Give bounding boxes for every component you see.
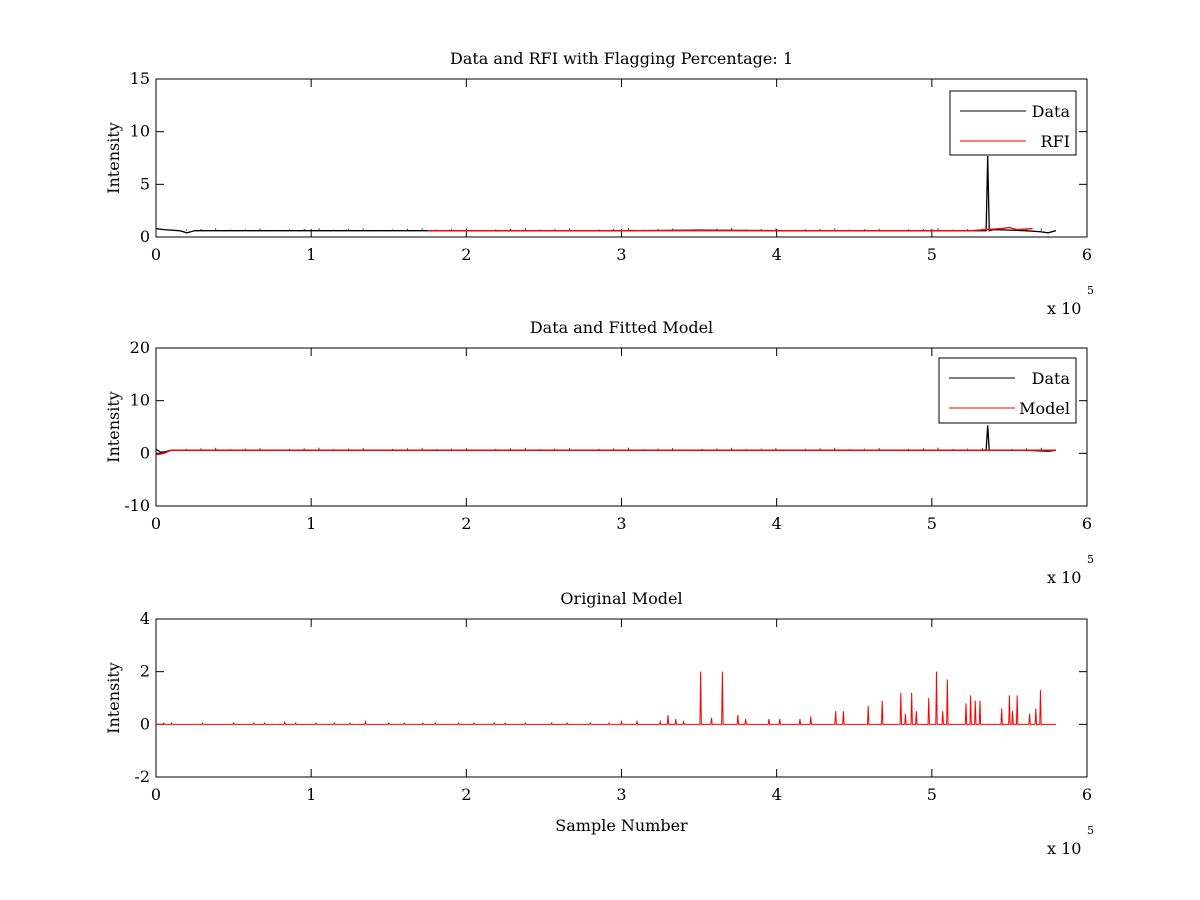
chart-title: Original Model: [560, 589, 682, 608]
legend: Data RFI: [949, 90, 1077, 156]
chart-title: Data and RFI with Flagging Percentage: 1: [450, 49, 793, 68]
legend-box: [938, 357, 1077, 424]
x-tick-label: 4: [772, 785, 782, 804]
x-multiplier-label: x 10: [1047, 839, 1081, 858]
x-tick-label: 0: [151, 785, 161, 804]
y-tick-label: 0: [140, 443, 150, 462]
y-tick-label: 0: [140, 227, 150, 246]
legend-entry: Model: [1019, 399, 1070, 418]
x-tick-label: 4: [772, 514, 782, 533]
y-tick-label: 4: [140, 609, 150, 628]
x-tick-label: 5: [927, 785, 937, 804]
y-axis-label: Intensity: [104, 391, 123, 463]
x-tick-label: 3: [616, 245, 626, 264]
y-tick-label: 5: [140, 174, 150, 193]
y-axis-label: Intensity: [104, 662, 123, 734]
x-tick-label: 2: [461, 245, 471, 264]
legend-box: [949, 90, 1077, 156]
x-tick-label: 0: [151, 245, 161, 264]
y-tick-label: 10: [130, 122, 150, 141]
x-tick-label: 5: [927, 245, 937, 264]
x-tick-label: 4: [772, 245, 782, 264]
x-tick-label: 1: [306, 785, 316, 804]
x-tick-label: 3: [616, 514, 626, 533]
x-tick-label: 3: [616, 785, 626, 804]
y-tick-label: 10: [130, 391, 150, 410]
x-multiplier-label: x 10: [1047, 568, 1081, 587]
y-tick-label: 20: [130, 338, 150, 357]
plot-area: [155, 347, 1088, 507]
series-line-model: [155, 449, 1056, 456]
y-tick-label: -10: [124, 496, 150, 515]
legend-entry: Data: [1032, 369, 1071, 388]
legend-entry: RFI: [1041, 132, 1070, 151]
chart-title: Data and Fitted Model: [530, 318, 713, 337]
x-tick-label: 6: [1082, 785, 1092, 804]
x-multiplier-label: x 10: [1047, 299, 1081, 318]
legend-entry: Data: [1032, 102, 1071, 121]
x-tick-label: 2: [461, 514, 471, 533]
y-tick-label: 2: [140, 662, 150, 681]
x-tick-label: 2: [461, 785, 471, 804]
x-tick-label: 0: [151, 514, 161, 533]
x-tick-label: 1: [306, 514, 316, 533]
x-tick-label: 5: [927, 514, 937, 533]
series-line-rfi: [427, 226, 1033, 232]
y-tick-label: -2: [134, 767, 150, 786]
x-axis-label: Sample Number: [555, 816, 688, 835]
x-tick-label: 6: [1082, 514, 1092, 533]
subplot-1: 0 1 2 3 4 5 6 0 5 10 15 x 10 5 Data and RFI with Flag…: [104, 49, 1094, 318]
x-multiplier-exponent: 5: [1087, 284, 1094, 297]
y-axis-label: Intensity: [104, 122, 123, 194]
x-tick-label: 6: [1082, 245, 1092, 264]
y-tick-label: 0: [140, 714, 150, 733]
series-line-model: [156, 671, 1056, 725]
legend: Data Model: [938, 357, 1077, 424]
plot-area: [155, 618, 1088, 778]
x-tick-label: 1: [306, 245, 316, 264]
x-multiplier-exponent: 5: [1087, 824, 1094, 837]
y-tick-label: 15: [130, 69, 150, 88]
x-multiplier-exponent: 5: [1087, 553, 1094, 566]
plot-area: [155, 78, 1088, 238]
